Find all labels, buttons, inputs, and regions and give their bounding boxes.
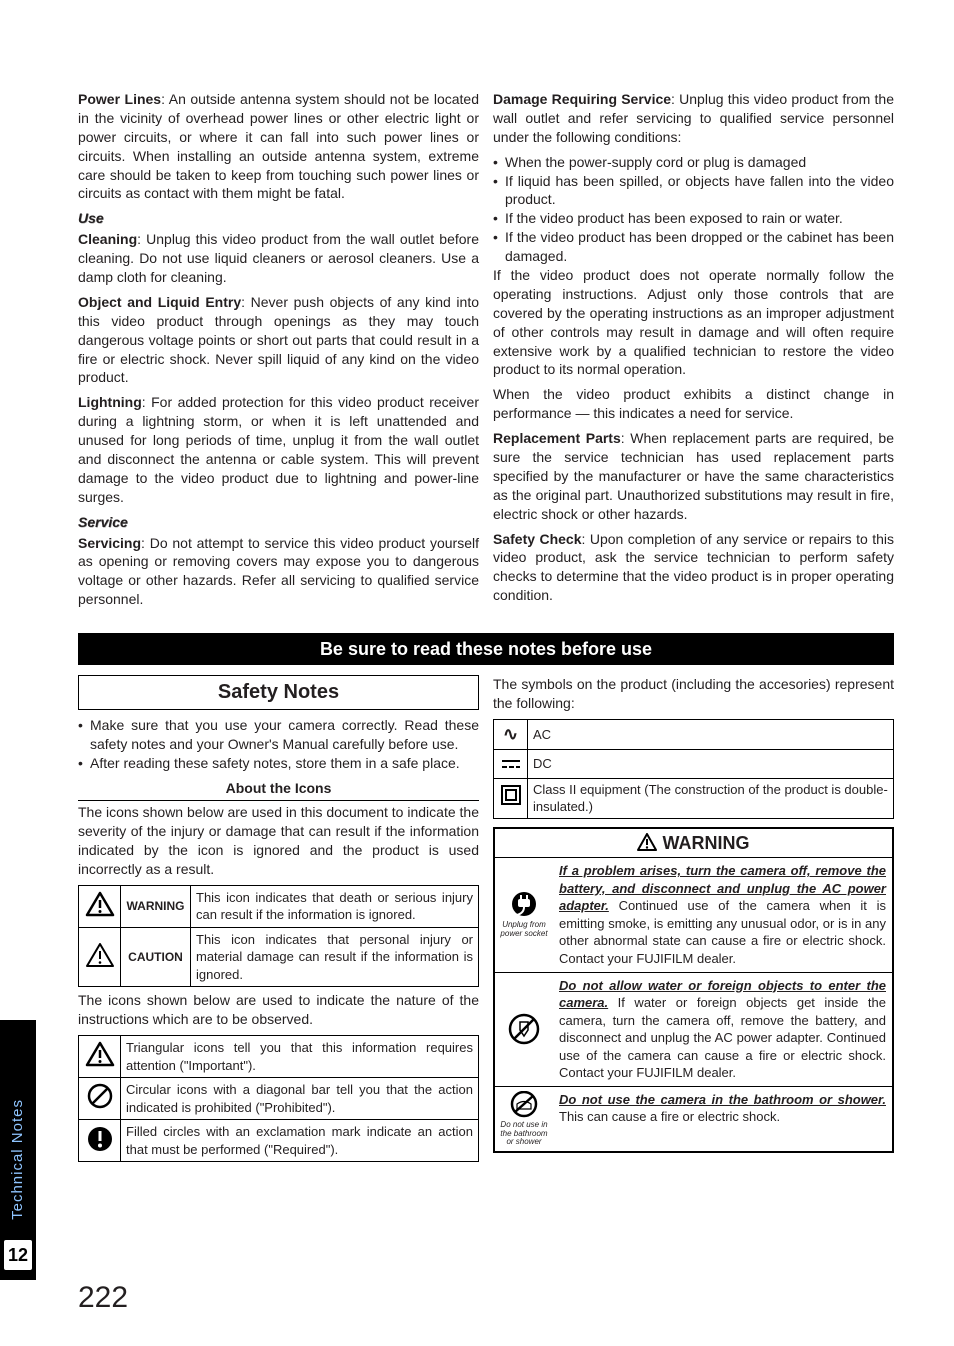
severity-icon-table: WARNING This icon indicates that death o… (78, 885, 479, 988)
ac-symbol-icon: ∿ (494, 720, 528, 749)
bottom-left: Safety Notes Make sure that you use your… (78, 675, 479, 1166)
warning-row: Unplug from power socket If a problem ar… (495, 858, 892, 972)
warning-text: Do not allow water or foreign objects to… (553, 973, 892, 1086)
damage-bullet: If liquid has been spilled, or objects h… (493, 172, 894, 210)
warning-text: Do not use the camera in the bathroom or… (553, 1087, 892, 1151)
right-col: Damage Requiring Service: Unplug this vi… (493, 90, 894, 615)
symbols-intro: The symbols on the product (including th… (493, 675, 894, 713)
warning-box: WARNING Unplug from power socket If a pr… (493, 827, 894, 1153)
entry-para: Object and Liquid Entry: Never push obje… (78, 293, 479, 387)
symbol-table: ∿ AC DC Class II equipment (The construc… (493, 719, 894, 819)
nature-intro: The icons shown below are used to indica… (78, 991, 479, 1029)
no-water-icon (495, 973, 553, 1086)
damage-bullet: If the video product has been dropped or… (493, 228, 894, 266)
safety-bullet: After reading these safety notes, store … (78, 754, 479, 773)
ac-label: AC (528, 720, 894, 749)
black-bar-heading: Be sure to read these notes before use (78, 633, 894, 665)
table-row: Circular icons with a diagonal bar tell … (79, 1078, 479, 1120)
caution-label: CAUTION (121, 927, 191, 987)
warning-desc: This icon indicates that death or seriou… (191, 885, 479, 927)
service-label: Service (78, 513, 479, 532)
page-number: 222 (78, 1278, 128, 1319)
lightning-para: Lightning: For added protection for this… (78, 393, 479, 506)
table-row: WARNING This icon indicates that death o… (79, 885, 479, 927)
replacement-para: Replacement Parts: When replacement part… (493, 429, 894, 523)
important-triangle-icon (79, 1036, 121, 1078)
side-tab-label: Technical Notes (8, 1099, 28, 1220)
after-bullets-1: If the video product does not operate no… (493, 266, 894, 379)
side-tab: Technical Notes 12 (0, 1020, 36, 1280)
no-bathroom-icon: Do not use in the bathroom or shower (495, 1087, 553, 1151)
use-label: Use (78, 209, 479, 228)
required-circle-icon (79, 1120, 121, 1162)
prohibited-circle-icon (79, 1078, 121, 1120)
about-icons-intro: The icons shown below are used in this d… (78, 803, 479, 879)
nature-icon-table: Triangular icons tell you that this info… (78, 1035, 479, 1162)
table-row: Filled circles with an exclamation mark … (79, 1120, 479, 1162)
nature-desc: Circular icons with a diagonal bar tell … (121, 1078, 479, 1120)
warning-label: WARNING (121, 885, 191, 927)
left-col: Power Lines: An outside antenna system s… (78, 90, 479, 615)
damage-bullet: If the video product has been exposed to… (493, 209, 894, 228)
table-row: Class II equipment (The construction of … (494, 778, 894, 818)
class2-label: Class II equipment (The construction of … (528, 778, 894, 818)
warning-triangle-icon (79, 885, 121, 927)
table-row: CAUTION This icon indicates that persona… (79, 927, 479, 987)
warning-text: If a problem arises, turn the camera off… (553, 858, 892, 971)
warning-box-header: WARNING (495, 829, 892, 858)
unplug-icon: Unplug from power socket (495, 858, 553, 971)
safety-check-para: Safety Check: Upon completion of any ser… (493, 530, 894, 606)
bottom-columns: Safety Notes Make sure that you use your… (78, 675, 894, 1166)
power-lines-para: Power Lines: An outside antenna system s… (78, 90, 479, 203)
cleaning-para: Cleaning: Unplug this video product from… (78, 230, 479, 287)
safety-bullet: Make sure that you use your camera corre… (78, 716, 479, 754)
after-bullets-2: When the video product exhibits a distin… (493, 385, 894, 423)
nature-desc: Filled circles with an exclamation mark … (121, 1120, 479, 1162)
about-icons-title: About the Icons (78, 779, 479, 801)
servicing-para: Servicing: Do not attempt to service thi… (78, 534, 479, 610)
damage-para: Damage Requiring Service: Unplug this vi… (493, 90, 894, 147)
table-row: Triangular icons tell you that this info… (79, 1036, 479, 1078)
damage-bullet: When the power-supply cord or plug is da… (493, 153, 894, 172)
warning-row: Do not use in the bathroom or shower Do … (495, 1087, 892, 1151)
damage-bullets: When the power-supply cord or plug is da… (493, 153, 894, 266)
side-tab-number: 12 (4, 1240, 32, 1270)
dc-label: DC (528, 749, 894, 778)
caution-triangle-icon (79, 927, 121, 987)
dc-symbol-icon (494, 749, 528, 778)
warning-row: Do not allow water or foreign objects to… (495, 973, 892, 1087)
bottom-right: The symbols on the product (including th… (493, 675, 894, 1166)
top-columns: Power Lines: An outside antenna system s… (78, 90, 894, 615)
table-row: ∿ AC (494, 720, 894, 749)
table-row: DC (494, 749, 894, 778)
safety-bullets: Make sure that you use your camera corre… (78, 716, 479, 773)
safety-notes-title: Safety Notes (78, 675, 479, 710)
caution-desc: This icon indicates that personal injury… (191, 927, 479, 987)
nature-desc: Triangular icons tell you that this info… (121, 1036, 479, 1078)
class2-symbol-icon (494, 778, 528, 818)
